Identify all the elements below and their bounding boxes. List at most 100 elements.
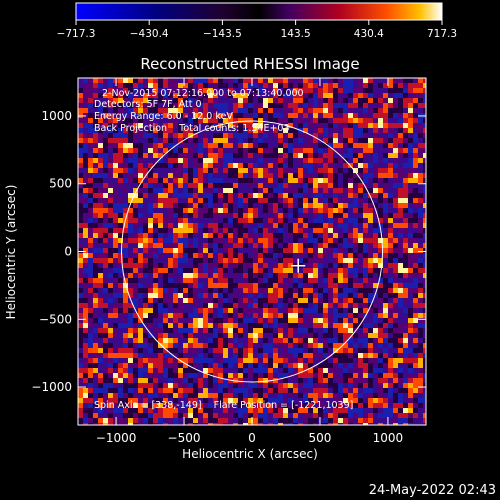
heatmap-cell: [123, 78, 128, 83]
heatmap-cell: [168, 108, 173, 113]
heatmap-cell: [403, 158, 408, 163]
heatmap-cell: [158, 233, 163, 238]
heatmap-cell: [383, 378, 388, 383]
heatmap-cell: [393, 113, 398, 118]
heatmap-cell: [203, 288, 208, 293]
heatmap-cell: [403, 118, 408, 123]
heatmap-cell: [243, 283, 248, 288]
heatmap-cell: [198, 358, 203, 363]
heatmap-cell: [118, 188, 123, 193]
heatmap-cell: [388, 78, 393, 83]
heatmap-cell: [113, 378, 118, 383]
heatmap-cell: [423, 413, 426, 418]
heatmap-cell: [318, 388, 323, 393]
heatmap-cell: [78, 198, 83, 203]
heatmap-cell: [113, 303, 118, 308]
heatmap-cell: [258, 308, 263, 313]
heatmap-cell: [113, 393, 118, 398]
heatmap-cell: [103, 348, 108, 353]
heatmap-cell: [313, 78, 318, 83]
heatmap-cell: [418, 173, 423, 178]
heatmap-cell: [278, 308, 283, 313]
heatmap-cell: [408, 353, 413, 358]
heatmap-cell: [278, 328, 283, 333]
x-tick-label: −500: [168, 431, 201, 445]
heatmap-cell: [358, 388, 363, 393]
heatmap-cell: [398, 328, 403, 333]
heatmap-cell: [118, 138, 123, 143]
heatmap-cell: [378, 223, 383, 228]
heatmap-cell: [113, 233, 118, 238]
heatmap-cell: [188, 263, 193, 268]
heatmap-cell: [423, 293, 426, 298]
heatmap-cell: [413, 343, 418, 348]
heatmap-cell: [218, 228, 223, 233]
heatmap-cell: [218, 368, 223, 373]
heatmap-cell: [108, 303, 113, 308]
heatmap-cell: [103, 383, 108, 388]
heatmap-cell: [178, 293, 183, 298]
heatmap-cell: [293, 153, 298, 158]
heatmap-cell: [323, 353, 328, 358]
heatmap-cell: [223, 338, 228, 343]
heatmap-cell: [293, 273, 298, 278]
heatmap-cell: [113, 138, 118, 143]
heatmap-cell: [233, 268, 238, 273]
heatmap-cell: [398, 213, 403, 218]
heatmap-cell: [383, 293, 388, 298]
heatmap-cell: [253, 358, 258, 363]
heatmap-cell: [103, 283, 108, 288]
heatmap-cell: [273, 228, 278, 233]
heatmap-cell: [323, 338, 328, 343]
heatmap-cell: [218, 198, 223, 203]
heatmap-cell: [198, 123, 203, 128]
heatmap-cell: [423, 378, 426, 383]
heatmap-cell: [368, 83, 373, 88]
heatmap-cell: [238, 338, 243, 343]
heatmap-cell: [88, 198, 93, 203]
heatmap-cell: [388, 128, 393, 133]
heatmap-cell: [138, 103, 143, 108]
heatmap-cell: [83, 218, 88, 223]
heatmap-cell: [178, 173, 183, 178]
heatmap-cell: [403, 228, 408, 233]
heatmap-cell: [278, 268, 283, 273]
heatmap-cell: [158, 88, 163, 93]
heatmap-cell: [88, 168, 93, 173]
heatmap-cell: [88, 238, 93, 243]
heatmap-cell: [373, 268, 378, 273]
heatmap-cell: [253, 218, 258, 223]
heatmap-cell: [288, 188, 293, 193]
heatmap-cell: [118, 248, 123, 253]
heatmap-cell: [143, 393, 148, 398]
heatmap-cell: [233, 158, 238, 163]
heatmap-cell: [273, 268, 278, 273]
heatmap-cell: [378, 358, 383, 363]
heatmap-cell: [268, 98, 273, 103]
heatmap-cell: [398, 418, 403, 423]
heatmap-cell: [188, 243, 193, 248]
heatmap-cell: [293, 123, 298, 128]
heatmap-cell: [223, 228, 228, 233]
heatmap-cell: [238, 268, 243, 273]
heatmap-cell: [378, 133, 383, 138]
heatmap-cell: [163, 123, 168, 128]
heatmap-cell: [358, 123, 363, 128]
heatmap-cell: [168, 383, 173, 388]
heatmap-cell: [413, 113, 418, 118]
heatmap-cell: [158, 203, 163, 208]
heatmap-cell: [178, 398, 183, 403]
heatmap-cell: [228, 278, 233, 283]
heatmap-cell: [158, 168, 163, 173]
heatmap-cell: [303, 208, 308, 213]
heatmap-cell: [318, 128, 323, 133]
heatmap-cell: [253, 138, 258, 143]
heatmap-cell: [408, 168, 413, 173]
heatmap-cell: [213, 173, 218, 178]
heatmap-cell: [173, 113, 178, 118]
heatmap-cell: [388, 313, 393, 318]
heatmap-cell: [138, 198, 143, 203]
heatmap-cell: [313, 88, 318, 93]
heatmap-cell: [378, 348, 383, 353]
